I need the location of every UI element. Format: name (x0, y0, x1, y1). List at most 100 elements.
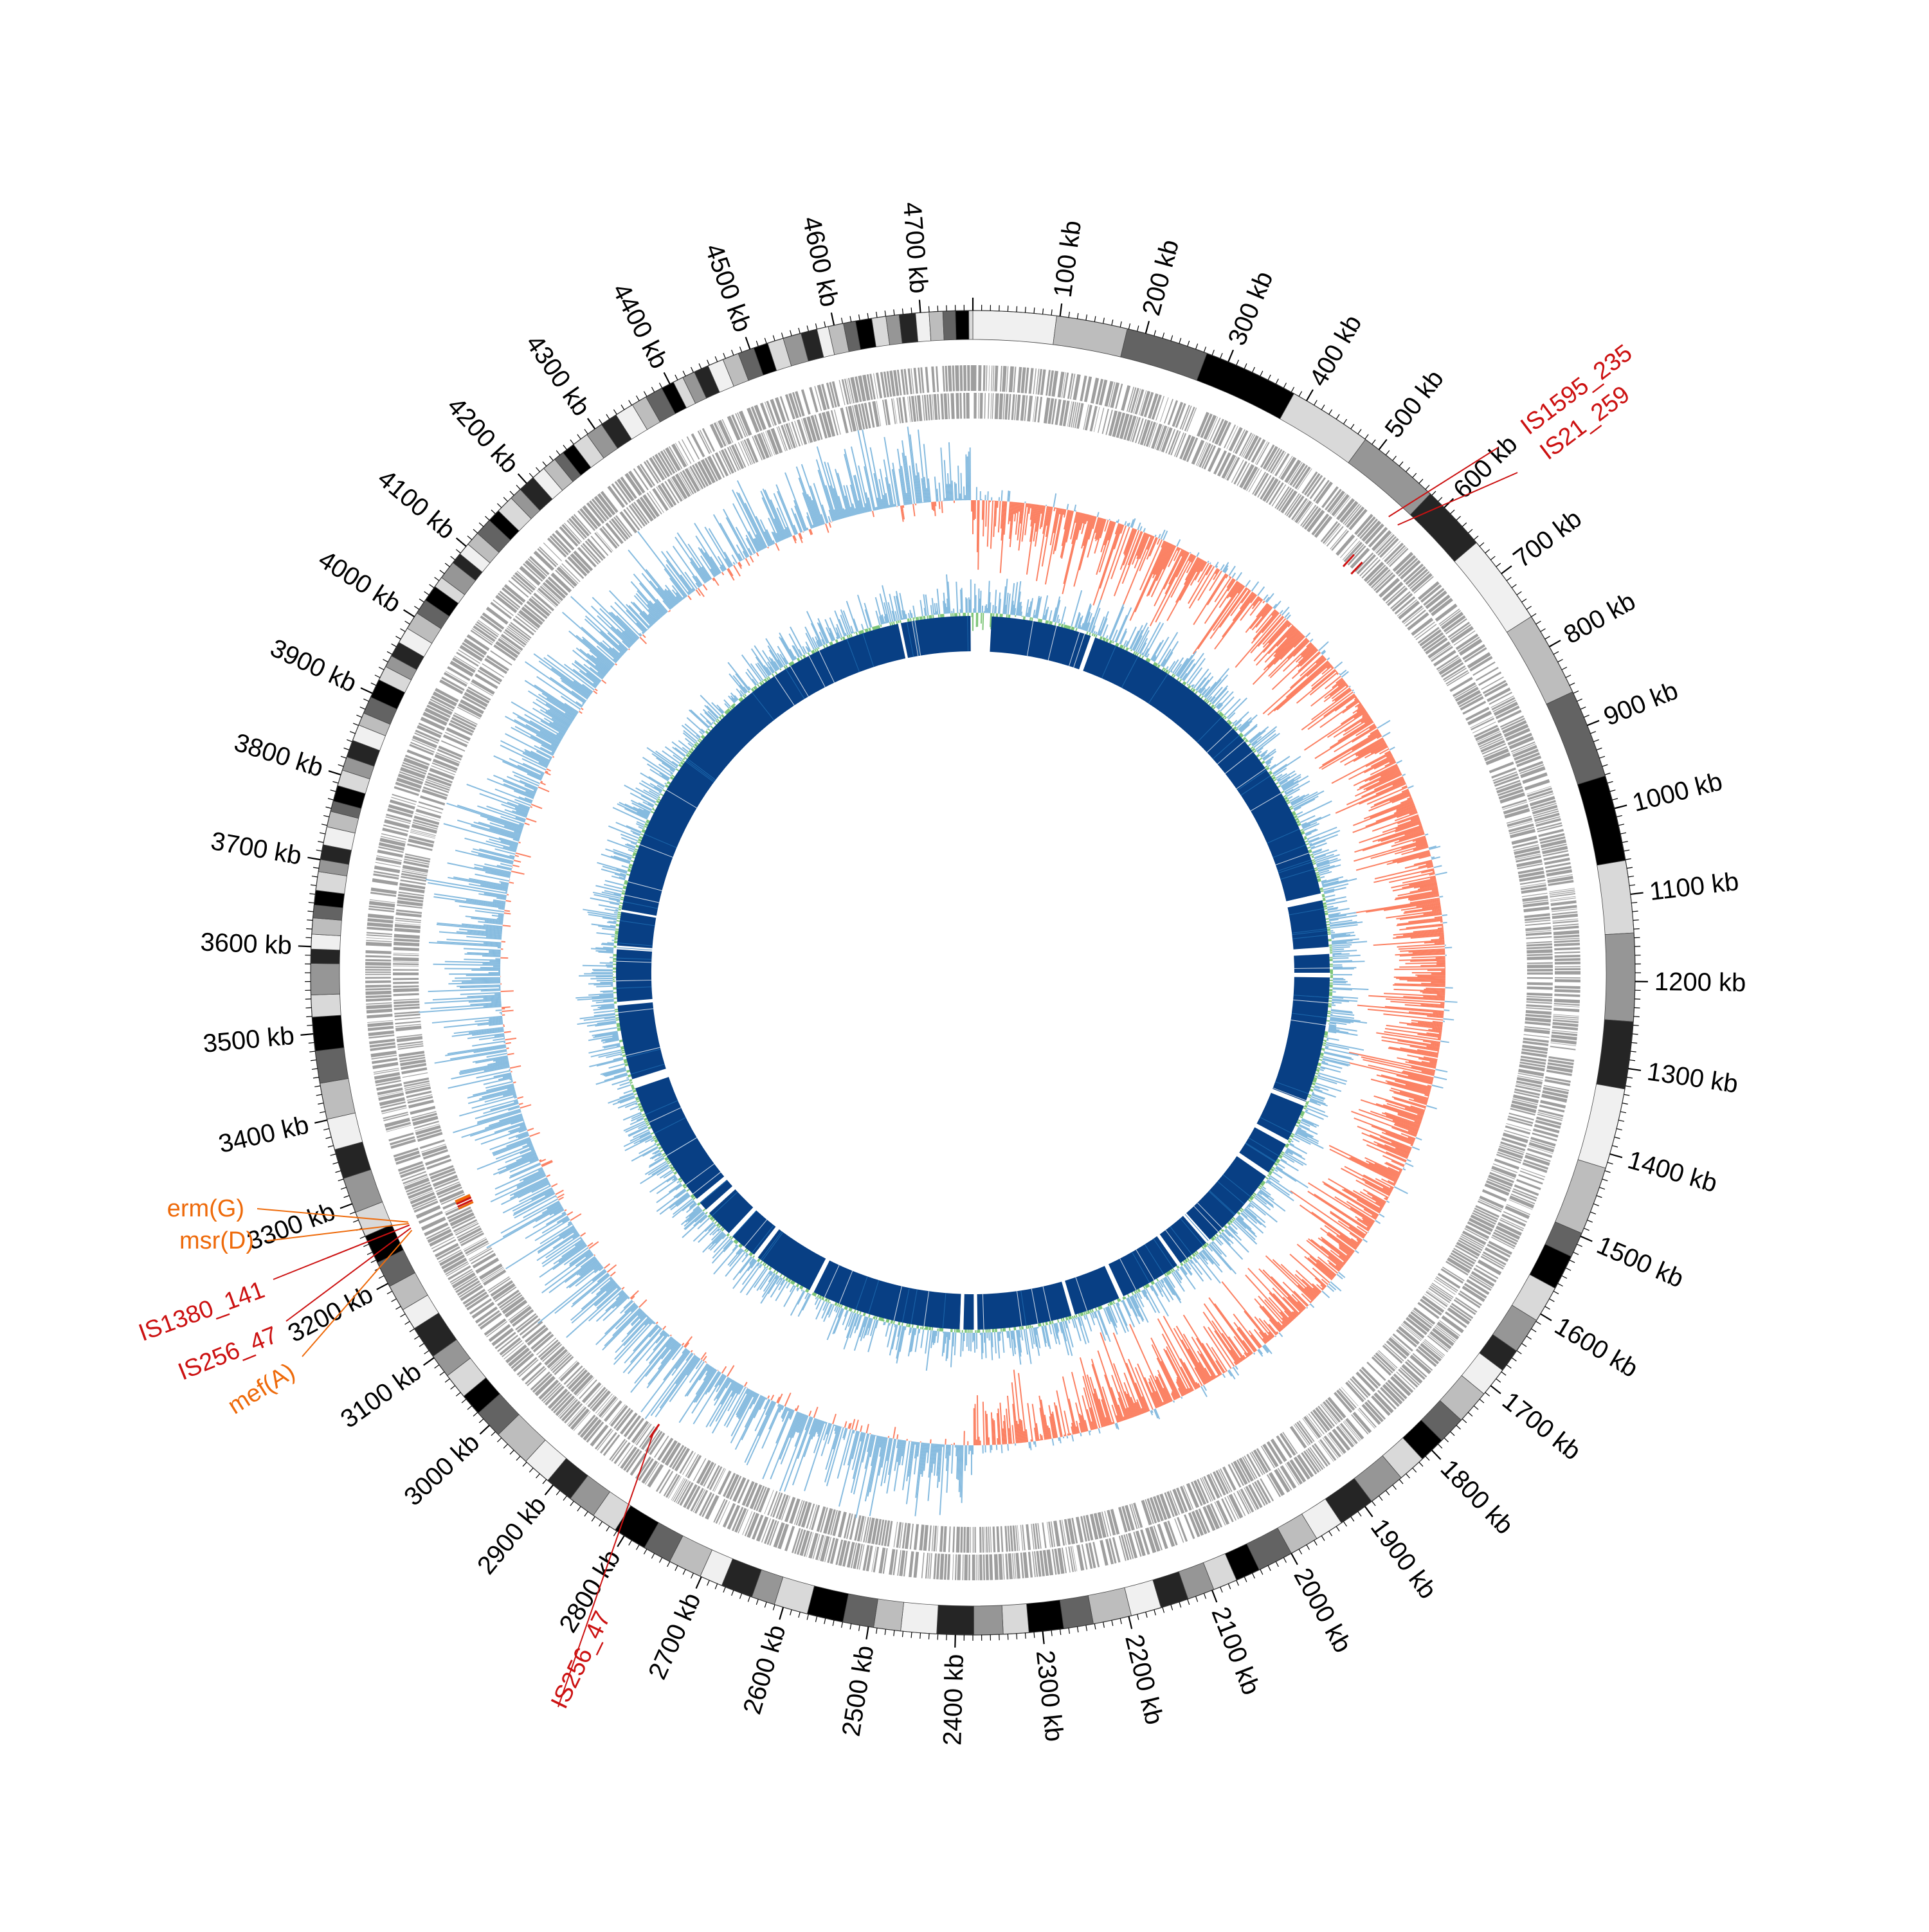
minor-tick (1612, 799, 1618, 800)
minor-tick (1329, 410, 1332, 415)
minor-tick (1103, 318, 1105, 323)
minor-tick (1631, 902, 1637, 903)
gc-skew-bar (688, 595, 691, 599)
gene-feature (393, 973, 419, 975)
tick-label: 3000 kb (399, 1428, 485, 1511)
minor-tick (613, 1531, 617, 1536)
minor-tick (1432, 491, 1436, 495)
minor-tick (1268, 1566, 1271, 1571)
minor-tick (1244, 1576, 1247, 1582)
gc-skew-bar (1334, 662, 1342, 668)
gene-feature (1473, 1210, 1497, 1223)
minor-tick (1580, 707, 1586, 710)
minor-tick (599, 419, 602, 424)
gene-feature (1005, 1553, 1008, 1579)
gc-skew-bar (1336, 671, 1337, 672)
minor-tick (911, 307, 912, 313)
minor-tick (1321, 1536, 1325, 1541)
gc-skew-bar (593, 691, 597, 694)
gc-skew-bar (602, 680, 606, 683)
minor-tick (435, 1365, 439, 1368)
minor-tick (824, 1618, 826, 1624)
gc-skew-bar (505, 1038, 516, 1040)
gc-skew-bar (519, 842, 521, 843)
minor-tick (1051, 309, 1052, 315)
gc-skew-bar (750, 556, 753, 563)
major-tick (361, 688, 372, 693)
minor-tick (876, 1628, 877, 1634)
minor-tick (306, 1016, 312, 1017)
minor-tick (318, 1103, 323, 1105)
minor-tick (1462, 1419, 1467, 1423)
minor-tick (1550, 1299, 1555, 1301)
minor-tick (1112, 1620, 1113, 1626)
genome-band (807, 1586, 848, 1622)
gc-skew-bar (464, 948, 501, 950)
gene-feature (464, 1238, 487, 1252)
gc-skew-bar (825, 1422, 826, 1423)
minor-tick (414, 606, 419, 609)
gc-skew-bar (814, 1407, 818, 1418)
gene-feature (1554, 947, 1580, 950)
gc-skew-bar (867, 1424, 869, 1433)
minor-tick (1413, 1468, 1417, 1472)
gc-skew-bar (498, 917, 503, 918)
gc-skew-bar (1099, 1429, 1100, 1434)
minor-tick (1618, 1120, 1624, 1121)
gene-feature (393, 988, 419, 992)
minor-tick (536, 1474, 540, 1478)
minor-tick (424, 591, 429, 595)
minor-tick (756, 341, 758, 347)
minor-tick (1468, 529, 1472, 533)
gc-skew-bar (500, 881, 509, 883)
gene-feature (959, 365, 963, 391)
minor-tick (902, 309, 903, 314)
gc-skew-bar (684, 1337, 692, 1347)
gc-skew-bar (997, 501, 998, 508)
gene-feature (963, 1527, 966, 1553)
gc-skew-bar (1130, 541, 1165, 620)
gc-skew-bar (530, 807, 532, 808)
minor-tick (1399, 1479, 1403, 1484)
genome-band (312, 1015, 344, 1051)
major-tick (831, 312, 834, 325)
minor-tick (1094, 316, 1096, 322)
gc-skew-bar (991, 501, 993, 549)
minor-tick (392, 644, 397, 646)
minor-tick (850, 316, 851, 322)
minor-tick (1220, 353, 1222, 358)
gc-skew-bar (1063, 1377, 1076, 1434)
gc-skew-bar (1177, 539, 1180, 546)
gene-feature (1523, 907, 1549, 912)
minor-tick (336, 1171, 341, 1173)
gc-skew-bar (1329, 1284, 1336, 1290)
minor-tick (523, 1462, 527, 1467)
minor-tick (667, 1562, 670, 1567)
gene-feature (366, 998, 392, 1002)
minor-tick (1631, 1051, 1636, 1052)
minor-tick (322, 824, 327, 826)
gc-skew-bar (1053, 1439, 1054, 1446)
tick-label: 300 kb (1223, 267, 1279, 350)
minor-tick (1512, 1358, 1516, 1361)
minor-tick (516, 1456, 520, 1461)
minor-tick (1268, 375, 1271, 380)
gc-skew-bar (1406, 1163, 1413, 1166)
minor-tick (543, 462, 547, 466)
gc-skew-bar (1377, 721, 1390, 728)
gene-feature (365, 971, 391, 973)
minor-tick (1573, 691, 1579, 694)
gene-feature (1254, 473, 1269, 496)
gc-skew-bar (1215, 594, 1256, 649)
gene-feature (394, 1006, 420, 1010)
minor-tick (1406, 1474, 1410, 1478)
gc-skew-bar (903, 505, 904, 508)
gene-feature (366, 1002, 392, 1005)
tick-label: 3600 kb (200, 928, 293, 960)
gc-skew-bar (747, 1402, 776, 1465)
gene-feature (559, 1360, 577, 1379)
minor-tick (1438, 1444, 1442, 1448)
gc-skew-bar (581, 1238, 582, 1239)
minor-tick (350, 732, 355, 734)
minor-tick (430, 584, 434, 588)
